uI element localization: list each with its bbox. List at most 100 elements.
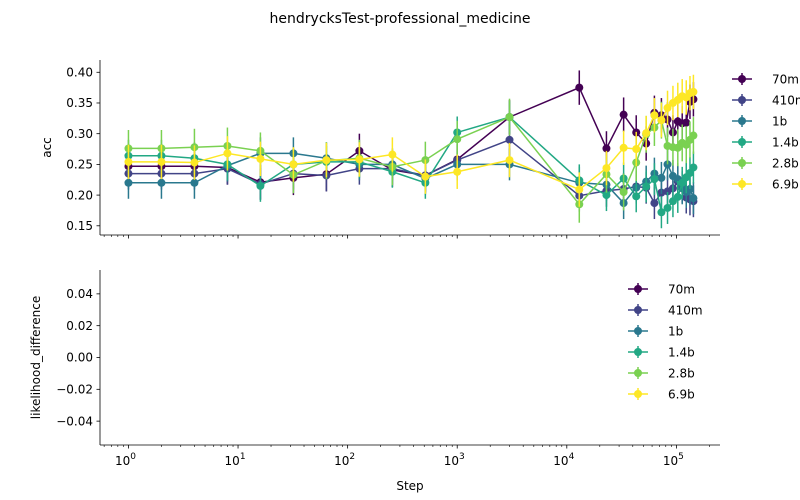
legend-item-410m: 410m	[732, 94, 800, 108]
y-tick-label: −0.04	[56, 414, 93, 428]
x-tick-base: 10	[334, 454, 349, 468]
x-tick-label: 104	[553, 452, 574, 468]
legend-item-70m: 70m	[732, 73, 799, 87]
y-tick-label: 0.04	[66, 287, 93, 301]
data-point	[322, 156, 331, 165]
legend-label: 6.9b	[772, 178, 799, 192]
x-tick-exponent: 1	[240, 452, 246, 462]
data-point	[124, 157, 133, 166]
x-tick-exponent: 4	[569, 452, 575, 462]
x-tick-exponent: 3	[459, 452, 465, 462]
legend-label: 70m	[668, 283, 695, 297]
data-point	[657, 116, 666, 125]
legend-label: 410m	[668, 304, 703, 318]
likelihood-difference-panel: 0.04 0.02 0.00 −0.02 −0.04 likelihood_differe…	[29, 270, 720, 468]
data-point	[619, 143, 628, 152]
legend-marker	[634, 327, 642, 335]
chart-title: hendrycksTest-professional_medicine	[270, 11, 531, 27]
data-point	[190, 158, 199, 167]
legend: 70m 410m 1b 1.4b 2.8b 6.9b	[628, 283, 703, 402]
data-point	[689, 163, 698, 172]
x-tick-label: 102	[334, 452, 355, 468]
y-tick-label: 0.20	[66, 188, 93, 202]
data-point	[689, 131, 698, 140]
legend-marker	[634, 285, 642, 293]
x-tick-label: 105	[663, 452, 684, 468]
y-tick-label: −0.02	[56, 383, 93, 397]
legend-label: 2.8b	[772, 157, 799, 171]
legend-item-2.8b: 2.8b	[628, 367, 695, 381]
legend-marker	[738, 96, 746, 104]
legend-marker	[738, 138, 746, 146]
x-tick-label: 103	[444, 452, 465, 468]
data-point	[505, 135, 514, 144]
accuracy-panel: 0.15 0.20 0.25 0.30 0.35 0.40 acc 70m 410m 1b 1.4b…	[40, 60, 800, 239]
data-point	[575, 83, 584, 92]
data-point	[256, 181, 265, 190]
data-point	[682, 118, 691, 127]
data-point	[355, 155, 364, 164]
legend-marker	[634, 348, 642, 356]
y-tick-label: 0.40	[66, 65, 93, 79]
legend-marker	[634, 369, 642, 377]
legend-marker	[738, 159, 746, 167]
legend-item-1b: 1b	[732, 115, 787, 129]
x-tick-label: 100	[115, 452, 136, 468]
data-point	[453, 167, 462, 176]
data-point	[689, 194, 698, 203]
data-point	[157, 178, 166, 187]
data-point	[256, 154, 265, 163]
data-point	[657, 173, 666, 182]
y-tick-label: 0.00	[66, 351, 93, 365]
y-tick-label: 0.35	[66, 96, 93, 110]
x-tick-base: 10	[663, 454, 678, 468]
data-point	[505, 156, 514, 165]
data-point	[575, 185, 584, 194]
data-point	[678, 178, 687, 187]
data-point	[632, 145, 641, 154]
legend-label: 1.4b	[772, 136, 799, 150]
x-axis-label: Step	[396, 479, 423, 493]
data-point	[388, 150, 397, 159]
x-tick-exponent: 2	[349, 452, 355, 462]
data-point	[673, 192, 682, 201]
data-point	[663, 103, 672, 112]
data-point	[632, 192, 641, 201]
data-point	[619, 188, 628, 197]
legend-item-6.9b: 6.9b	[732, 178, 799, 192]
legend-item-1.4b: 1.4b	[732, 136, 799, 150]
legend-marker	[634, 390, 642, 398]
legend-item-6.9b: 6.9b	[628, 388, 695, 402]
y-tick-label: 0.02	[66, 319, 93, 333]
data-point	[642, 129, 651, 138]
legend-marker	[738, 117, 746, 125]
legend-label: 2.8b	[668, 367, 695, 381]
legend-marker	[738, 180, 746, 188]
legend-label: 410m	[772, 94, 800, 108]
y-tick-label: 0.25	[66, 158, 93, 172]
data-point	[223, 149, 232, 158]
data-point	[289, 160, 298, 169]
y-axis-label: acc	[40, 137, 54, 158]
legend-item-1.4b: 1.4b	[628, 346, 695, 360]
legend-label: 70m	[772, 73, 799, 87]
data-point	[619, 110, 628, 119]
data-point	[421, 172, 430, 181]
data-point	[124, 178, 133, 187]
data-point	[505, 113, 514, 122]
y-axis-label: likelihood_difference	[29, 296, 43, 419]
legend-marker	[634, 306, 642, 314]
x-tick-base: 10	[553, 454, 568, 468]
x-tick-label: 101	[225, 452, 246, 468]
data-point	[689, 87, 698, 96]
legend-label: 1.4b	[668, 346, 695, 360]
data-point	[602, 191, 611, 200]
data-point	[642, 182, 651, 191]
legend-item-70m: 70m	[628, 283, 695, 297]
data-point	[657, 208, 666, 217]
data-point	[602, 144, 611, 153]
legend-marker	[738, 75, 746, 83]
x-tick-base: 10	[225, 454, 240, 468]
x-tick-exponent: 0	[130, 452, 136, 462]
data-point	[453, 135, 462, 144]
